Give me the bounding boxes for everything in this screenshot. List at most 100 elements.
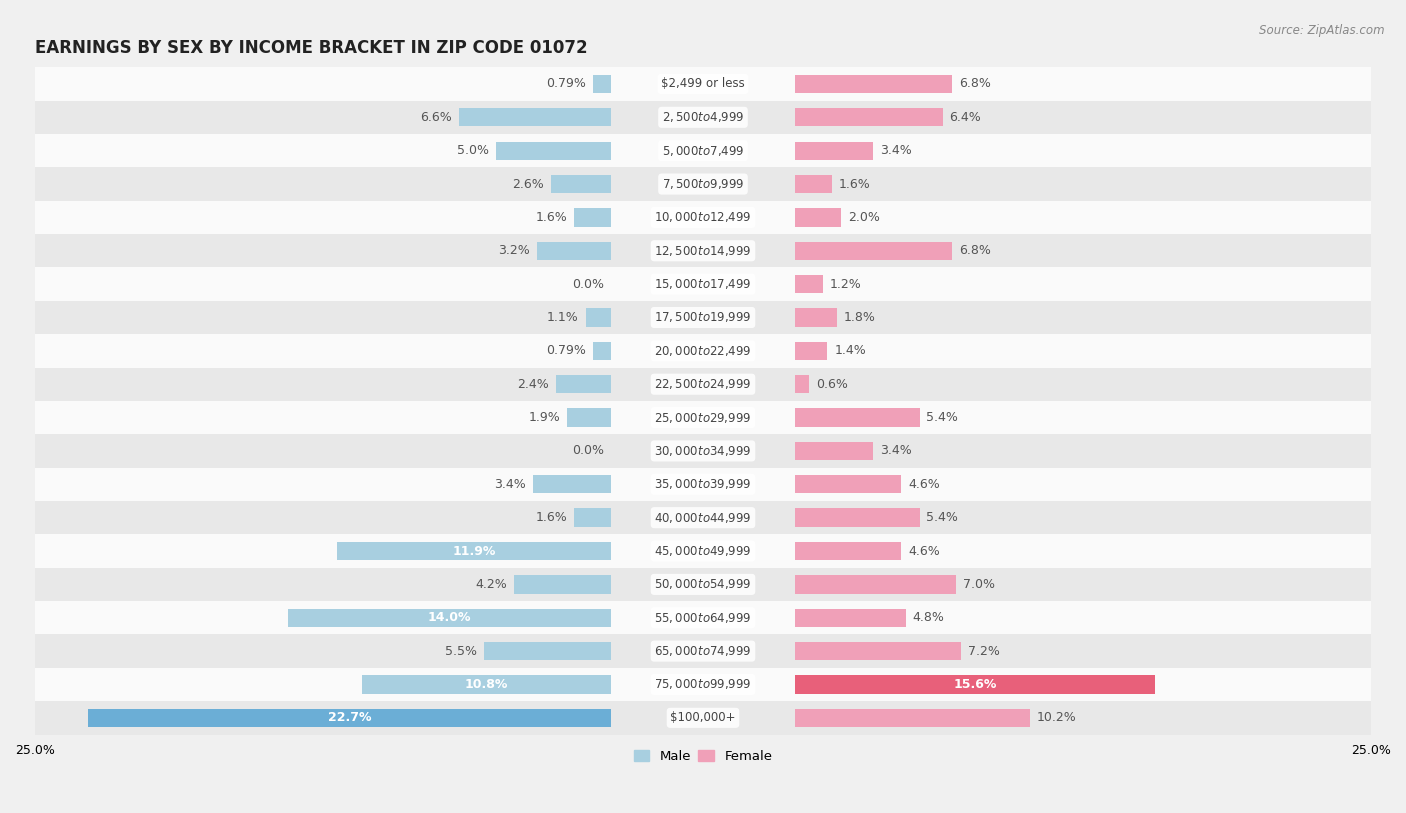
- Text: 1.9%: 1.9%: [529, 411, 560, 424]
- Bar: [496, 141, 610, 160]
- Text: 11.9%: 11.9%: [453, 545, 495, 558]
- Bar: [458, 108, 610, 127]
- Text: 5.4%: 5.4%: [927, 411, 959, 424]
- Bar: [585, 308, 610, 327]
- Text: 0.0%: 0.0%: [572, 277, 605, 290]
- Text: $2,499 or less: $2,499 or less: [661, 77, 745, 90]
- Text: 1.8%: 1.8%: [844, 311, 876, 324]
- Bar: [35, 67, 1371, 101]
- Text: Source: ZipAtlas.com: Source: ZipAtlas.com: [1260, 24, 1385, 37]
- Text: $45,000 to $49,999: $45,000 to $49,999: [654, 544, 752, 558]
- Text: 0.79%: 0.79%: [546, 345, 586, 358]
- Bar: [336, 541, 610, 560]
- Text: 4.6%: 4.6%: [908, 478, 939, 491]
- Text: $100,000+: $100,000+: [671, 711, 735, 724]
- Text: 22.7%: 22.7%: [328, 711, 371, 724]
- Text: 4.8%: 4.8%: [912, 611, 945, 624]
- Text: $50,000 to $54,999: $50,000 to $54,999: [654, 577, 752, 591]
- Bar: [35, 401, 1371, 434]
- Bar: [551, 175, 610, 193]
- Bar: [89, 709, 610, 727]
- Text: 1.1%: 1.1%: [547, 311, 579, 324]
- Bar: [796, 141, 873, 160]
- Bar: [288, 609, 610, 627]
- Bar: [35, 367, 1371, 401]
- Text: $20,000 to $22,499: $20,000 to $22,499: [654, 344, 752, 358]
- Text: $75,000 to $99,999: $75,000 to $99,999: [654, 677, 752, 692]
- Text: 3.2%: 3.2%: [499, 244, 530, 257]
- Text: 1.6%: 1.6%: [536, 211, 567, 224]
- Bar: [796, 108, 942, 127]
- Text: 6.8%: 6.8%: [959, 77, 991, 90]
- Bar: [796, 208, 841, 227]
- Bar: [567, 408, 610, 427]
- Bar: [796, 709, 1031, 727]
- Text: 1.6%: 1.6%: [536, 511, 567, 524]
- Text: 0.79%: 0.79%: [546, 77, 586, 90]
- Text: $30,000 to $34,999: $30,000 to $34,999: [654, 444, 752, 458]
- Text: 7.2%: 7.2%: [967, 645, 1000, 658]
- Text: 5.0%: 5.0%: [457, 144, 489, 157]
- Legend: Male, Female: Male, Female: [628, 745, 778, 768]
- Bar: [35, 234, 1371, 267]
- Bar: [35, 667, 1371, 701]
- Text: 0.6%: 0.6%: [815, 378, 848, 391]
- Bar: [484, 642, 610, 660]
- Bar: [35, 434, 1371, 467]
- Text: $17,500 to $19,999: $17,500 to $19,999: [654, 311, 752, 324]
- Bar: [35, 167, 1371, 201]
- Text: $35,000 to $39,999: $35,000 to $39,999: [654, 477, 752, 491]
- Text: 10.2%: 10.2%: [1038, 711, 1077, 724]
- Bar: [796, 508, 920, 527]
- Text: 0.0%: 0.0%: [572, 445, 605, 458]
- Bar: [574, 208, 610, 227]
- Bar: [35, 334, 1371, 367]
- Bar: [537, 241, 610, 260]
- Bar: [574, 508, 610, 527]
- Bar: [555, 375, 610, 393]
- Bar: [796, 475, 901, 493]
- Bar: [593, 75, 610, 93]
- Bar: [796, 175, 832, 193]
- Bar: [533, 475, 610, 493]
- Text: $22,500 to $24,999: $22,500 to $24,999: [654, 377, 752, 391]
- Text: 4.6%: 4.6%: [908, 545, 939, 558]
- Text: 2.6%: 2.6%: [512, 177, 544, 190]
- Text: $7,500 to $9,999: $7,500 to $9,999: [662, 177, 744, 191]
- Bar: [35, 567, 1371, 601]
- Text: 14.0%: 14.0%: [427, 611, 471, 624]
- Bar: [35, 501, 1371, 534]
- Text: $12,500 to $14,999: $12,500 to $14,999: [654, 244, 752, 258]
- Bar: [796, 609, 905, 627]
- Bar: [796, 441, 873, 460]
- Text: 10.8%: 10.8%: [465, 678, 508, 691]
- Bar: [796, 75, 952, 93]
- Bar: [35, 701, 1371, 734]
- Bar: [796, 275, 823, 293]
- Text: $25,000 to $29,999: $25,000 to $29,999: [654, 411, 752, 424]
- Bar: [35, 467, 1371, 501]
- Text: 15.6%: 15.6%: [953, 678, 997, 691]
- Text: 3.4%: 3.4%: [880, 445, 912, 458]
- Text: $15,000 to $17,499: $15,000 to $17,499: [654, 277, 752, 291]
- Text: 2.0%: 2.0%: [848, 211, 880, 224]
- Text: $5,000 to $7,499: $5,000 to $7,499: [662, 144, 744, 158]
- Text: 6.8%: 6.8%: [959, 244, 991, 257]
- Text: 2.4%: 2.4%: [517, 378, 548, 391]
- Bar: [796, 308, 837, 327]
- Bar: [796, 642, 962, 660]
- Text: 1.6%: 1.6%: [839, 177, 870, 190]
- Bar: [35, 601, 1371, 634]
- Bar: [35, 301, 1371, 334]
- Bar: [796, 676, 1154, 693]
- Text: 5.4%: 5.4%: [927, 511, 959, 524]
- Text: $65,000 to $74,999: $65,000 to $74,999: [654, 644, 752, 658]
- Text: 3.4%: 3.4%: [494, 478, 526, 491]
- Bar: [796, 541, 901, 560]
- Bar: [35, 201, 1371, 234]
- Bar: [35, 267, 1371, 301]
- Bar: [796, 408, 920, 427]
- Bar: [35, 634, 1371, 667]
- Text: $55,000 to $64,999: $55,000 to $64,999: [654, 611, 752, 624]
- Text: $2,500 to $4,999: $2,500 to $4,999: [662, 111, 744, 124]
